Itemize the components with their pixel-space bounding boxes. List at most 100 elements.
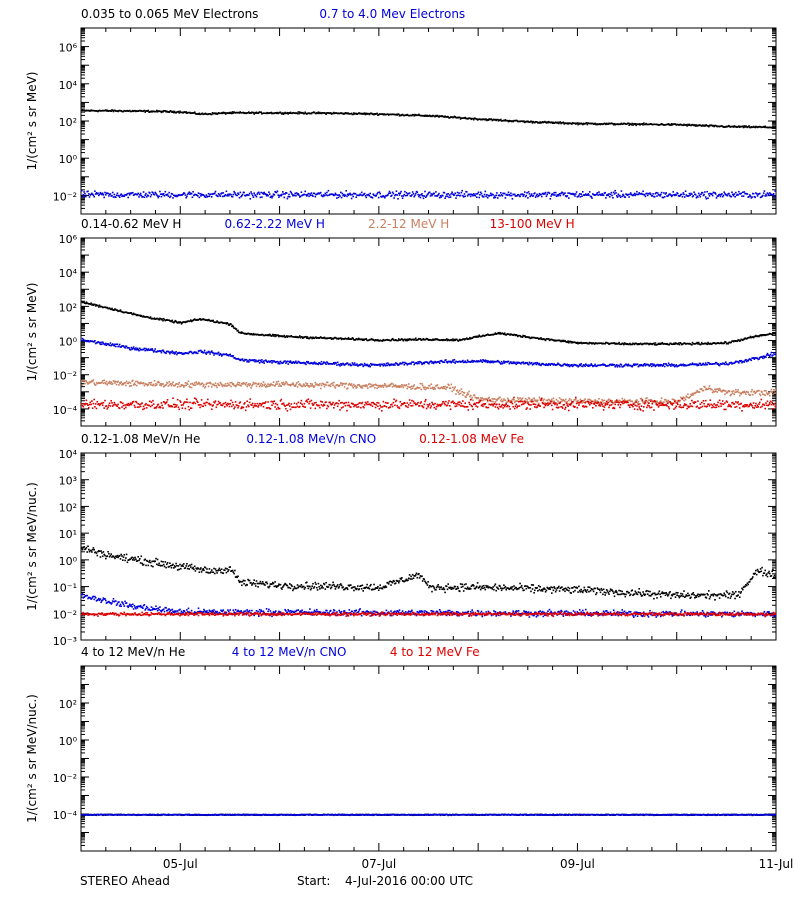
data-point: [274, 385, 276, 387]
data-point: [193, 351, 196, 353]
data-point: [159, 190, 161, 193]
data-point: [564, 339, 566, 342]
data-point: [445, 193, 448, 196]
data-point: [135, 380, 137, 383]
data-point: [190, 386, 193, 389]
data-point: [173, 110, 176, 113]
data-point: [712, 124, 715, 127]
data-point: [258, 193, 261, 195]
data-point: [292, 194, 295, 196]
data-point: [490, 192, 492, 195]
data-point: [513, 362, 515, 365]
data-point: [178, 381, 180, 384]
data-point: [554, 339, 556, 341]
data-point: [548, 399, 551, 401]
data-point: [374, 383, 377, 386]
data-point: [134, 348, 136, 351]
data-point: [354, 384, 357, 387]
data-point: [678, 195, 681, 197]
data-point: [430, 193, 432, 195]
data-point: [111, 382, 114, 385]
data-point: [554, 191, 557, 194]
data-point: [90, 193, 92, 196]
data-point: [466, 359, 469, 362]
data-point: [488, 360, 490, 363]
data-point: [203, 387, 206, 389]
data-point: [670, 363, 673, 365]
data-point: [163, 195, 166, 197]
data-point: [709, 387, 712, 390]
data-point: [742, 391, 745, 394]
data-point: [119, 382, 122, 385]
data-point: [729, 362, 732, 364]
data-point: [91, 192, 93, 195]
data-point: [563, 123, 565, 125]
data-point: [444, 197, 446, 199]
data-point: [427, 115, 429, 117]
data-point: [556, 363, 558, 366]
data-point: [762, 192, 765, 194]
data-point: [620, 190, 623, 192]
data-point: [612, 123, 615, 126]
data-point: [94, 384, 96, 386]
data-point: [277, 334, 279, 336]
data-point: [135, 384, 138, 387]
data-point: [363, 362, 366, 365]
data-point: [622, 193, 624, 196]
data-point: [376, 364, 378, 366]
data-point: [261, 383, 264, 386]
data-point: [228, 324, 231, 326]
data-point: [759, 192, 761, 195]
data-point: [249, 383, 252, 385]
data-point: [156, 384, 158, 386]
data-point: [543, 398, 545, 401]
data-point: [199, 318, 201, 320]
data-point: [674, 343, 676, 345]
data-point: [281, 382, 283, 384]
data-point: [273, 194, 276, 196]
data-point: [704, 196, 707, 198]
data-point: [138, 196, 140, 198]
data-point: [272, 195, 274, 197]
data-point: [297, 111, 300, 113]
data-point: [126, 347, 129, 349]
data-point: [282, 191, 284, 193]
data-point: [261, 192, 264, 194]
data-point: [401, 197, 404, 199]
data-point: [254, 360, 256, 363]
data-point: [551, 400, 554, 402]
data-point: [714, 191, 716, 194]
data-point: [210, 196, 213, 198]
data-point: [269, 384, 272, 387]
data-point: [183, 192, 186, 195]
data-point: [772, 354, 774, 356]
data-point: [233, 190, 235, 193]
data-point: [363, 364, 365, 367]
data-point: [282, 383, 284, 386]
data-point: [602, 402, 605, 404]
data-point: [110, 308, 112, 311]
data-point: [454, 386, 456, 388]
data-point: [616, 195, 618, 197]
data-point: [618, 364, 620, 367]
data-point: [155, 110, 157, 113]
data-point: [636, 190, 638, 193]
data-point: [510, 192, 512, 195]
data-point: [352, 386, 354, 389]
data-point: [314, 381, 317, 384]
data-point: [394, 385, 396, 387]
data-point: [564, 398, 567, 401]
data-point: [546, 399, 548, 402]
data-point: [715, 388, 718, 391]
data-point: [517, 193, 520, 196]
data-point: [278, 361, 280, 363]
data-point: [169, 383, 171, 386]
data-point: [332, 384, 334, 386]
data-point: [343, 386, 346, 388]
data-point: [642, 190, 644, 193]
data-point: [587, 193, 589, 195]
data-point: [102, 110, 105, 112]
y-tick-label: 10⁰: [59, 153, 78, 166]
data-point: [232, 355, 235, 357]
data-point: [646, 123, 648, 126]
